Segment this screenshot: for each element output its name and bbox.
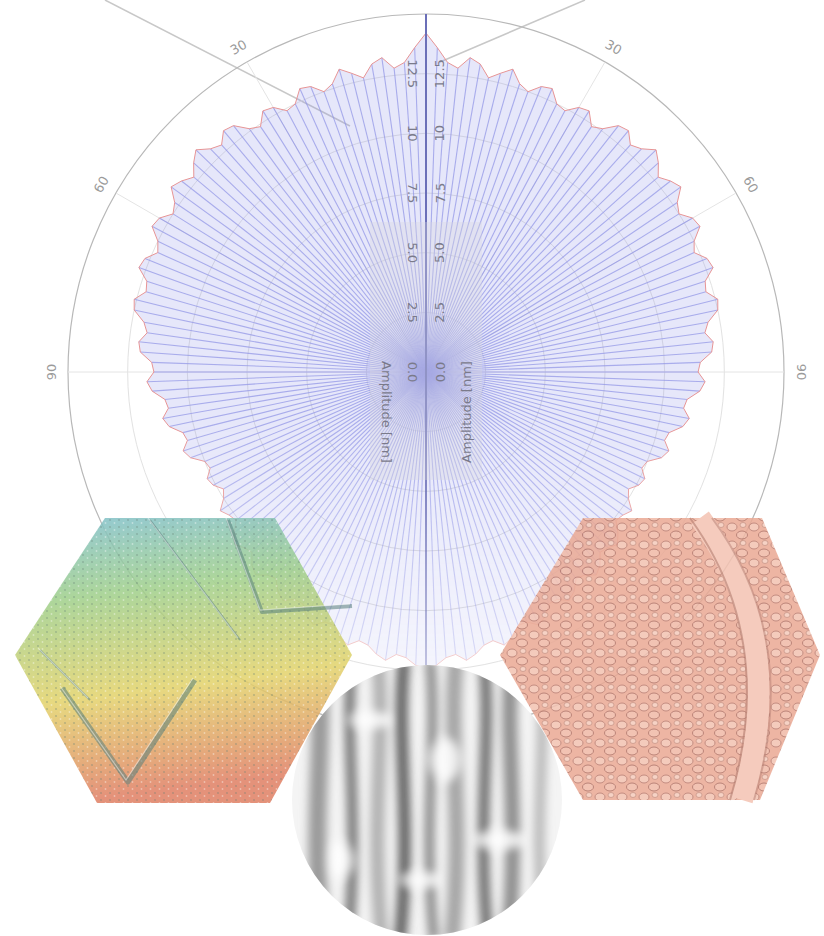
r-tick-label: 0.0 bbox=[405, 362, 420, 383]
hex-ridge-light bbox=[226, 518, 350, 610]
r-tick-label: 12.5 bbox=[405, 59, 420, 88]
streak bbox=[317, 660, 322, 936]
streak bbox=[348, 660, 353, 936]
r-tick-label: 2.5 bbox=[405, 302, 420, 323]
hex-band bbox=[700, 518, 759, 800]
streak bbox=[508, 660, 513, 936]
deco-line bbox=[440, 0, 585, 62]
streaks bbox=[317, 660, 544, 936]
stage: 0.0 0.0 2.5 2.5 5.0 5.0 7.5 7.5 10 10 12.5 12.5 Ampl… bbox=[0, 0, 824, 936]
highlight bbox=[350, 712, 390, 728]
hex-ridge-light bbox=[60, 678, 193, 780]
r-tick-label: 0.0 bbox=[433, 362, 448, 383]
hex-ridge-light bbox=[38, 648, 88, 698]
angle-tick-label: 30 bbox=[228, 37, 250, 58]
r-tick-label: 12.5 bbox=[433, 59, 448, 88]
center-circle-image bbox=[290, 660, 565, 936]
hex-ridge-light bbox=[148, 518, 238, 638]
streak bbox=[429, 660, 434, 936]
streak bbox=[377, 660, 382, 936]
highlight bbox=[478, 831, 522, 849]
streak bbox=[539, 660, 544, 936]
r-tick-label: 7.5 bbox=[433, 183, 448, 204]
r-axis-title: Amplitude [nm] bbox=[459, 361, 474, 463]
label-band bbox=[370, 222, 482, 480]
r-tick-label: 5.0 bbox=[405, 242, 420, 263]
hex-ridge bbox=[62, 680, 195, 782]
angle-tick-label: 60 bbox=[91, 174, 112, 196]
r-tick-label: 2.5 bbox=[433, 302, 448, 323]
r-axis-title: Amplitude [nm] bbox=[379, 361, 394, 463]
r-tick-label: 5.0 bbox=[433, 242, 448, 263]
hex-ridge bbox=[228, 520, 352, 612]
r-tick-label: 10 bbox=[433, 125, 448, 142]
highlight bbox=[402, 873, 438, 887]
angle-tick-label: 90 bbox=[794, 364, 809, 381]
labels: 0.0 0.0 2.5 2.5 5.0 5.0 7.5 7.5 10 10 12.5 12.5 Ampl… bbox=[44, 37, 809, 463]
angle-tick-label: 60 bbox=[740, 174, 761, 196]
highlight bbox=[431, 738, 459, 782]
angle-tick-label: 30 bbox=[603, 37, 625, 58]
streak bbox=[452, 660, 457, 936]
r-tick-label: 7.5 bbox=[405, 183, 420, 204]
angle-tick-label: 90 bbox=[44, 364, 59, 381]
streak bbox=[483, 660, 488, 936]
hex-band-edge bbox=[712, 518, 771, 800]
r-tick-label: 10 bbox=[405, 125, 420, 142]
highlight bbox=[328, 842, 352, 878]
streak bbox=[400, 660, 405, 936]
